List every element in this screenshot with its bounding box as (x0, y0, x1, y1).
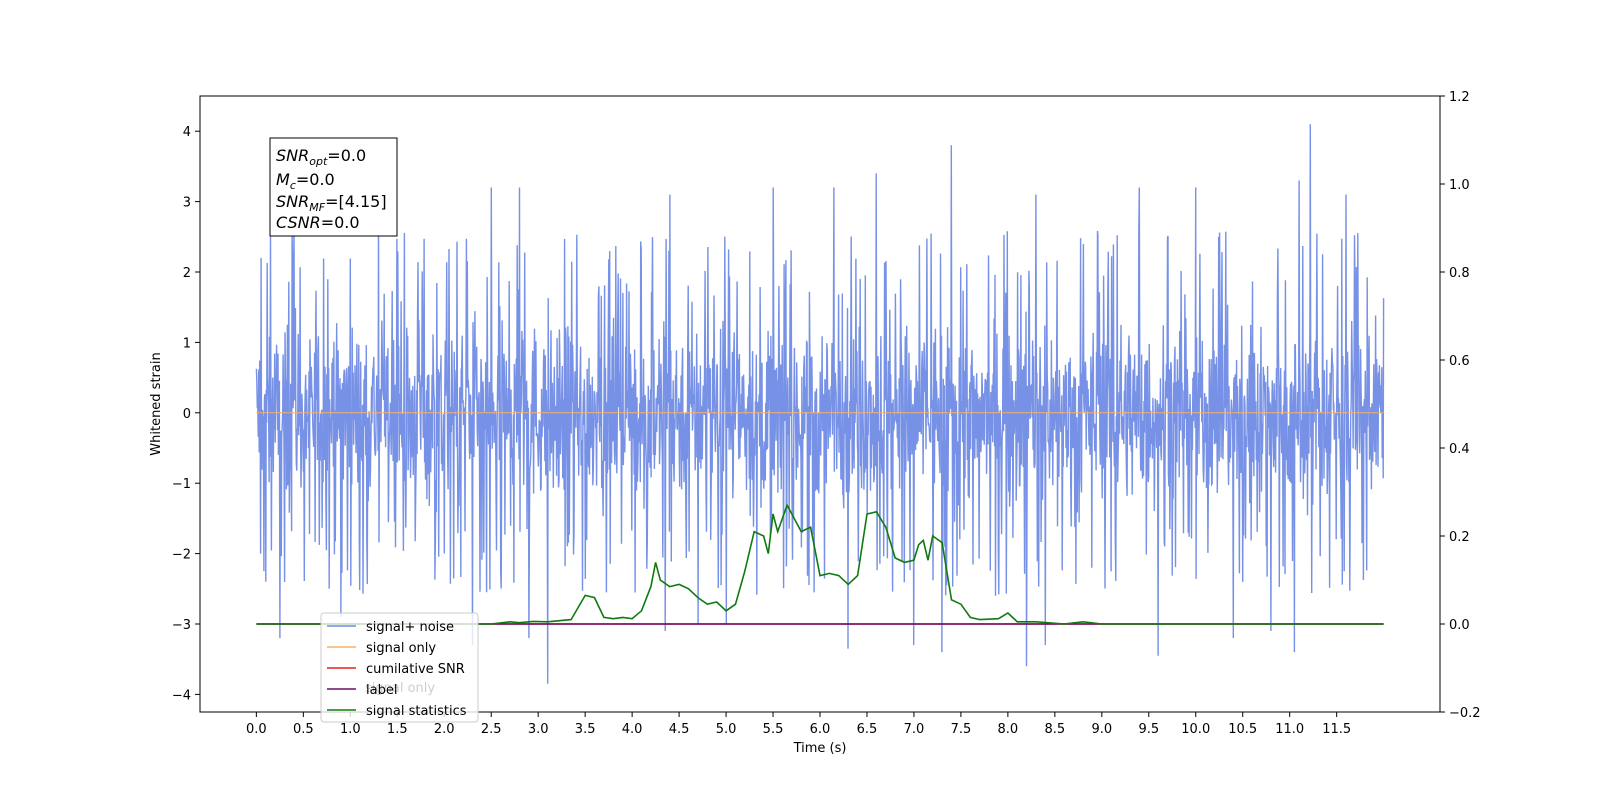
info-line-snr-mf: SNRMF=[4.15] (276, 192, 387, 214)
info-line-csnr: CSNR=0.0 (276, 213, 360, 232)
x-tick-label: 4.0 (622, 722, 643, 737)
x-tick-label: 3.0 (528, 722, 549, 737)
info-box: SNRopt=0.0 Mc=0.0 SNRMF=[4.15] CSNR=0.0 (269, 137, 398, 237)
x-tick-label: 9.5 (1138, 722, 1159, 737)
legend-item-label-label: label (366, 683, 397, 698)
series-line-signal-noise (255, 124, 1385, 684)
y-tick-label: −3 (172, 618, 191, 633)
y2-tick-label: 0.4 (1449, 442, 1470, 457)
series-line-signal-statistics (256, 503, 1384, 625)
x-tick-label: 2.0 (434, 722, 455, 737)
legend-item-cumulative-snr-label: cumilative SNR (366, 662, 465, 677)
y-tick-label: 3 (183, 196, 191, 211)
x-tick-label: 9.0 (1091, 722, 1112, 737)
x-tick-label: 8.0 (998, 722, 1019, 737)
x-tick-label: 3.5 (575, 722, 596, 737)
x-tick-label: 6.0 (810, 722, 831, 737)
y-axis-right: 1.2 1.0 0.8 0.6 0.4 0.2 0.0 −0.2 (1440, 90, 1481, 721)
x-tick-label: 1.0 (340, 722, 361, 737)
legend-frame (320, 612, 479, 723)
info-line-snr-opt: SNRopt=0.0 (276, 146, 366, 168)
y2-tick-label: 0.8 (1449, 266, 1470, 281)
x-tick-label: 7.0 (904, 722, 925, 737)
y-tick-label: 1 (183, 336, 191, 351)
info-line-mc: Mc=0.0 (276, 170, 335, 192)
x-tick-label: 7.5 (951, 722, 972, 737)
x-tick-label: 1.5 (387, 722, 408, 737)
x-tick-label: 11.5 (1322, 722, 1351, 737)
legend-item-signal-noise-label: signal+ noise (366, 620, 454, 635)
y-tick-label: 4 (183, 125, 191, 140)
x-axis-label: Time (s) (793, 741, 847, 756)
y2-tick-label: 0.0 (1449, 618, 1470, 633)
x-tick-label: 0.5 (293, 722, 314, 737)
x-tick-label: 4.5 (669, 722, 690, 737)
y-tick-label: −2 (172, 548, 191, 563)
legend: signal+ noise signal only cumilative SNR la… (320, 612, 479, 723)
y-tick-label: 2 (183, 266, 191, 281)
x-tick-label: 8.5 (1045, 722, 1066, 737)
legend-ghost-text: signal only (365, 681, 435, 696)
y2-tick-label: −0.2 (1449, 706, 1481, 721)
x-tick-label: 11.0 (1275, 722, 1304, 737)
x-axis: 0.0 0.5 1.0 1.5 2.0 2.5 3.0 3.5 4.0 4.5 5.0 5.5 6.0 6… (246, 712, 1351, 737)
y-tick-label: −4 (172, 688, 191, 703)
x-tick-label: 6.5 (857, 722, 878, 737)
y-axis-label: Whitened strain (149, 352, 164, 455)
legend-item-signal-only-label: signal only (366, 641, 436, 656)
legend-item-signal-statistics-label: signal statistics (366, 704, 467, 719)
y2-tick-label: 1.2 (1449, 90, 1470, 105)
y-tick-label: −1 (172, 477, 191, 492)
series-layer (255, 124, 1385, 684)
x-tick-label: 10.0 (1181, 722, 1210, 737)
y-axis-left: 4 3 2 1 0 −1 −2 −3 −4 (172, 125, 200, 703)
y2-tick-label: 0.6 (1449, 354, 1470, 369)
y2-tick-label: 0.2 (1449, 530, 1470, 545)
info-box-frame (269, 137, 398, 237)
x-tick-label: 2.5 (481, 722, 502, 737)
x-tick-label: 5.5 (763, 722, 784, 737)
x-tick-label: 10.5 (1228, 722, 1257, 737)
x-tick-label: 5.0 (716, 722, 737, 737)
x-tick-label: 0.0 (246, 722, 267, 737)
y2-tick-label: 1.0 (1449, 178, 1470, 193)
y-tick-label: 0 (183, 407, 191, 422)
